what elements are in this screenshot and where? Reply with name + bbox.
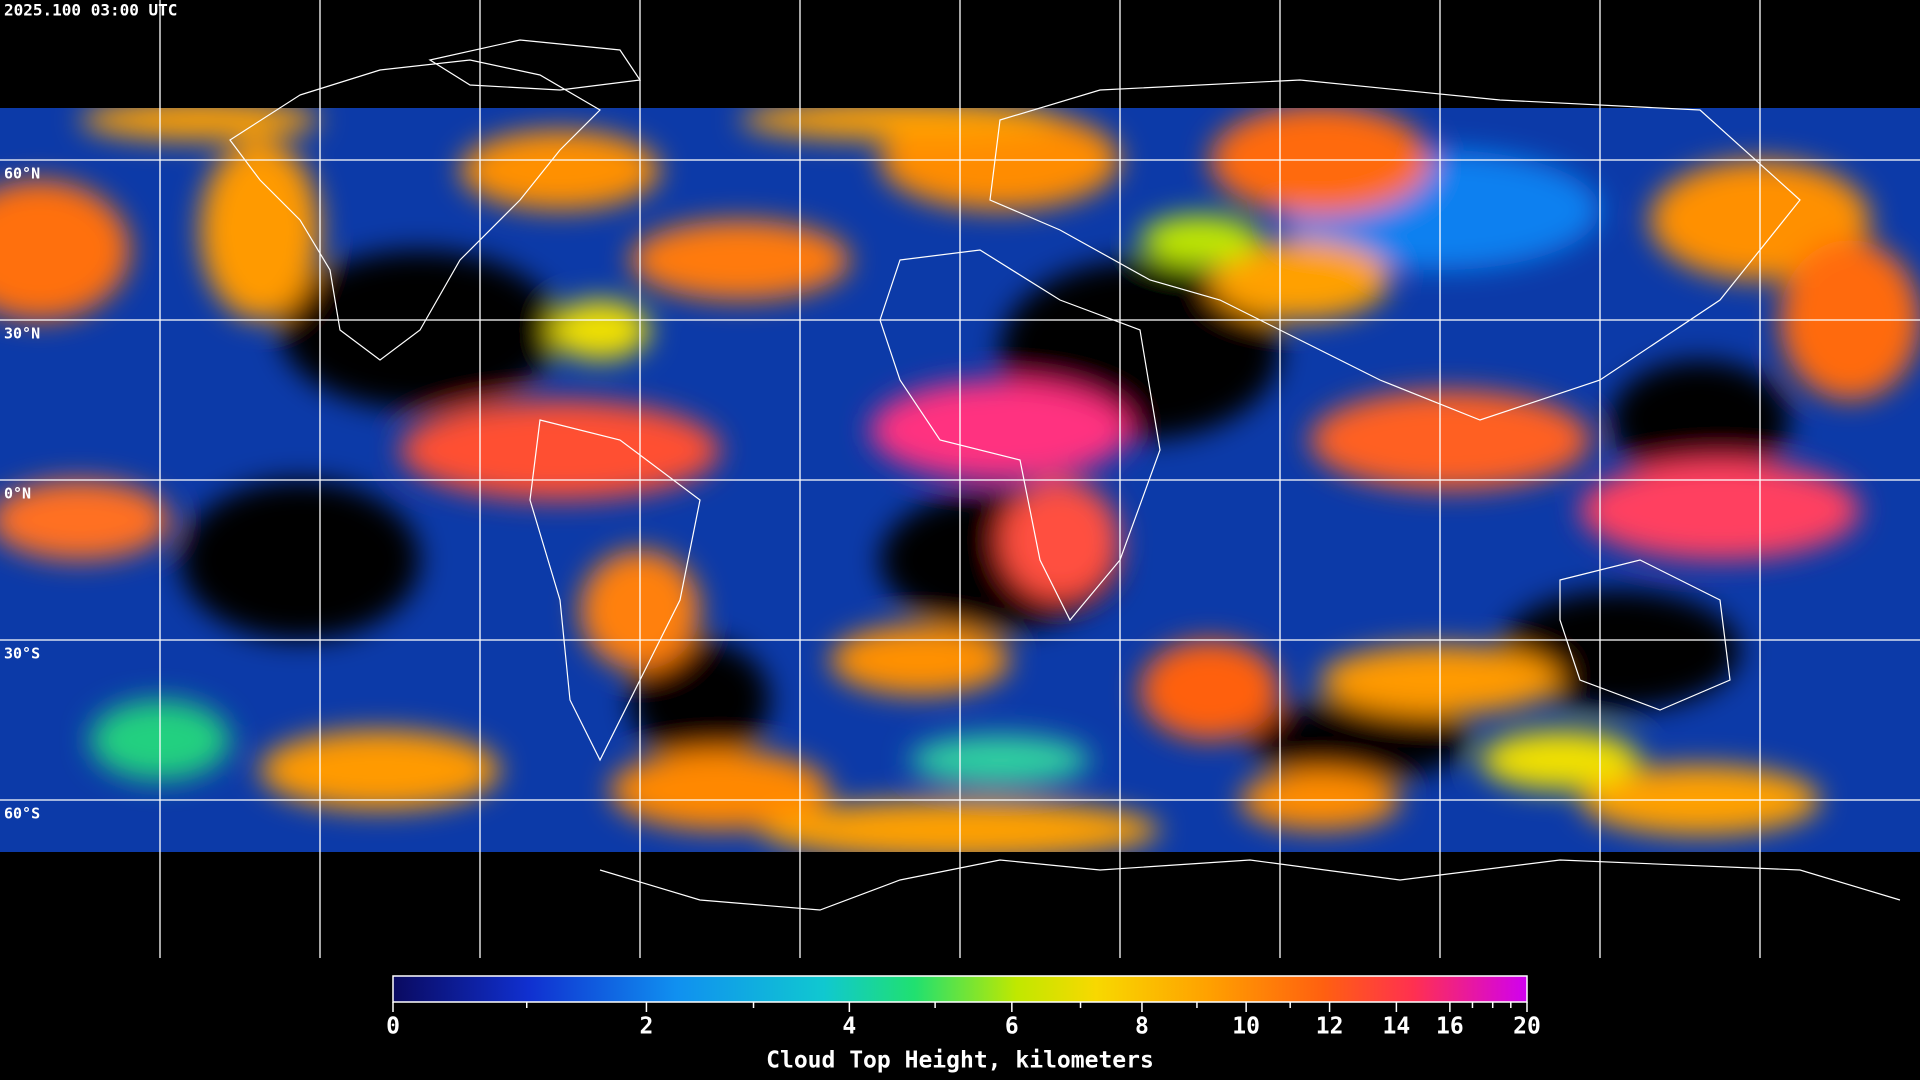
latitude-label: 60°S	[4, 805, 40, 823]
latitude-label: 0°N	[4, 485, 31, 503]
colorbar	[392, 975, 1528, 1003]
latitude-label: 30°N	[4, 325, 40, 343]
latitude-labels: 60°N 30°N 0°N 30°S 60°S	[4, 165, 40, 823]
colorbar-tick-label: 8	[1135, 1014, 1149, 1040]
latitude-label: 30°S	[4, 645, 40, 663]
colorbar-title: Cloud Top Height, kilometers	[766, 1048, 1154, 1074]
colorbar-tick-label: 2	[639, 1014, 653, 1040]
colorbar-axis: 0 2 4 6 8 10 12 14 16 20	[386, 1002, 1541, 1040]
latitude-label: 60°N	[4, 165, 40, 183]
colorbar-tick-label: 12	[1316, 1014, 1344, 1040]
timestamp: 2025.100 03:00 UTC	[4, 1, 177, 20]
graticule	[0, 0, 1920, 958]
colorbar-tick-label: 16	[1436, 1014, 1464, 1040]
colorbar-tick-label: 6	[1005, 1014, 1019, 1040]
colorbar-tick-label: 4	[842, 1014, 856, 1040]
colorbar-tick-label: 20	[1513, 1014, 1541, 1040]
cloud-blobs	[0, 108, 1920, 852]
colorbar-tick-label: 10	[1232, 1014, 1260, 1040]
coastlines	[229, 39, 1901, 911]
colorbar-tick-label: 14	[1383, 1014, 1411, 1040]
colorbar-tick-label: 0	[386, 1014, 400, 1040]
